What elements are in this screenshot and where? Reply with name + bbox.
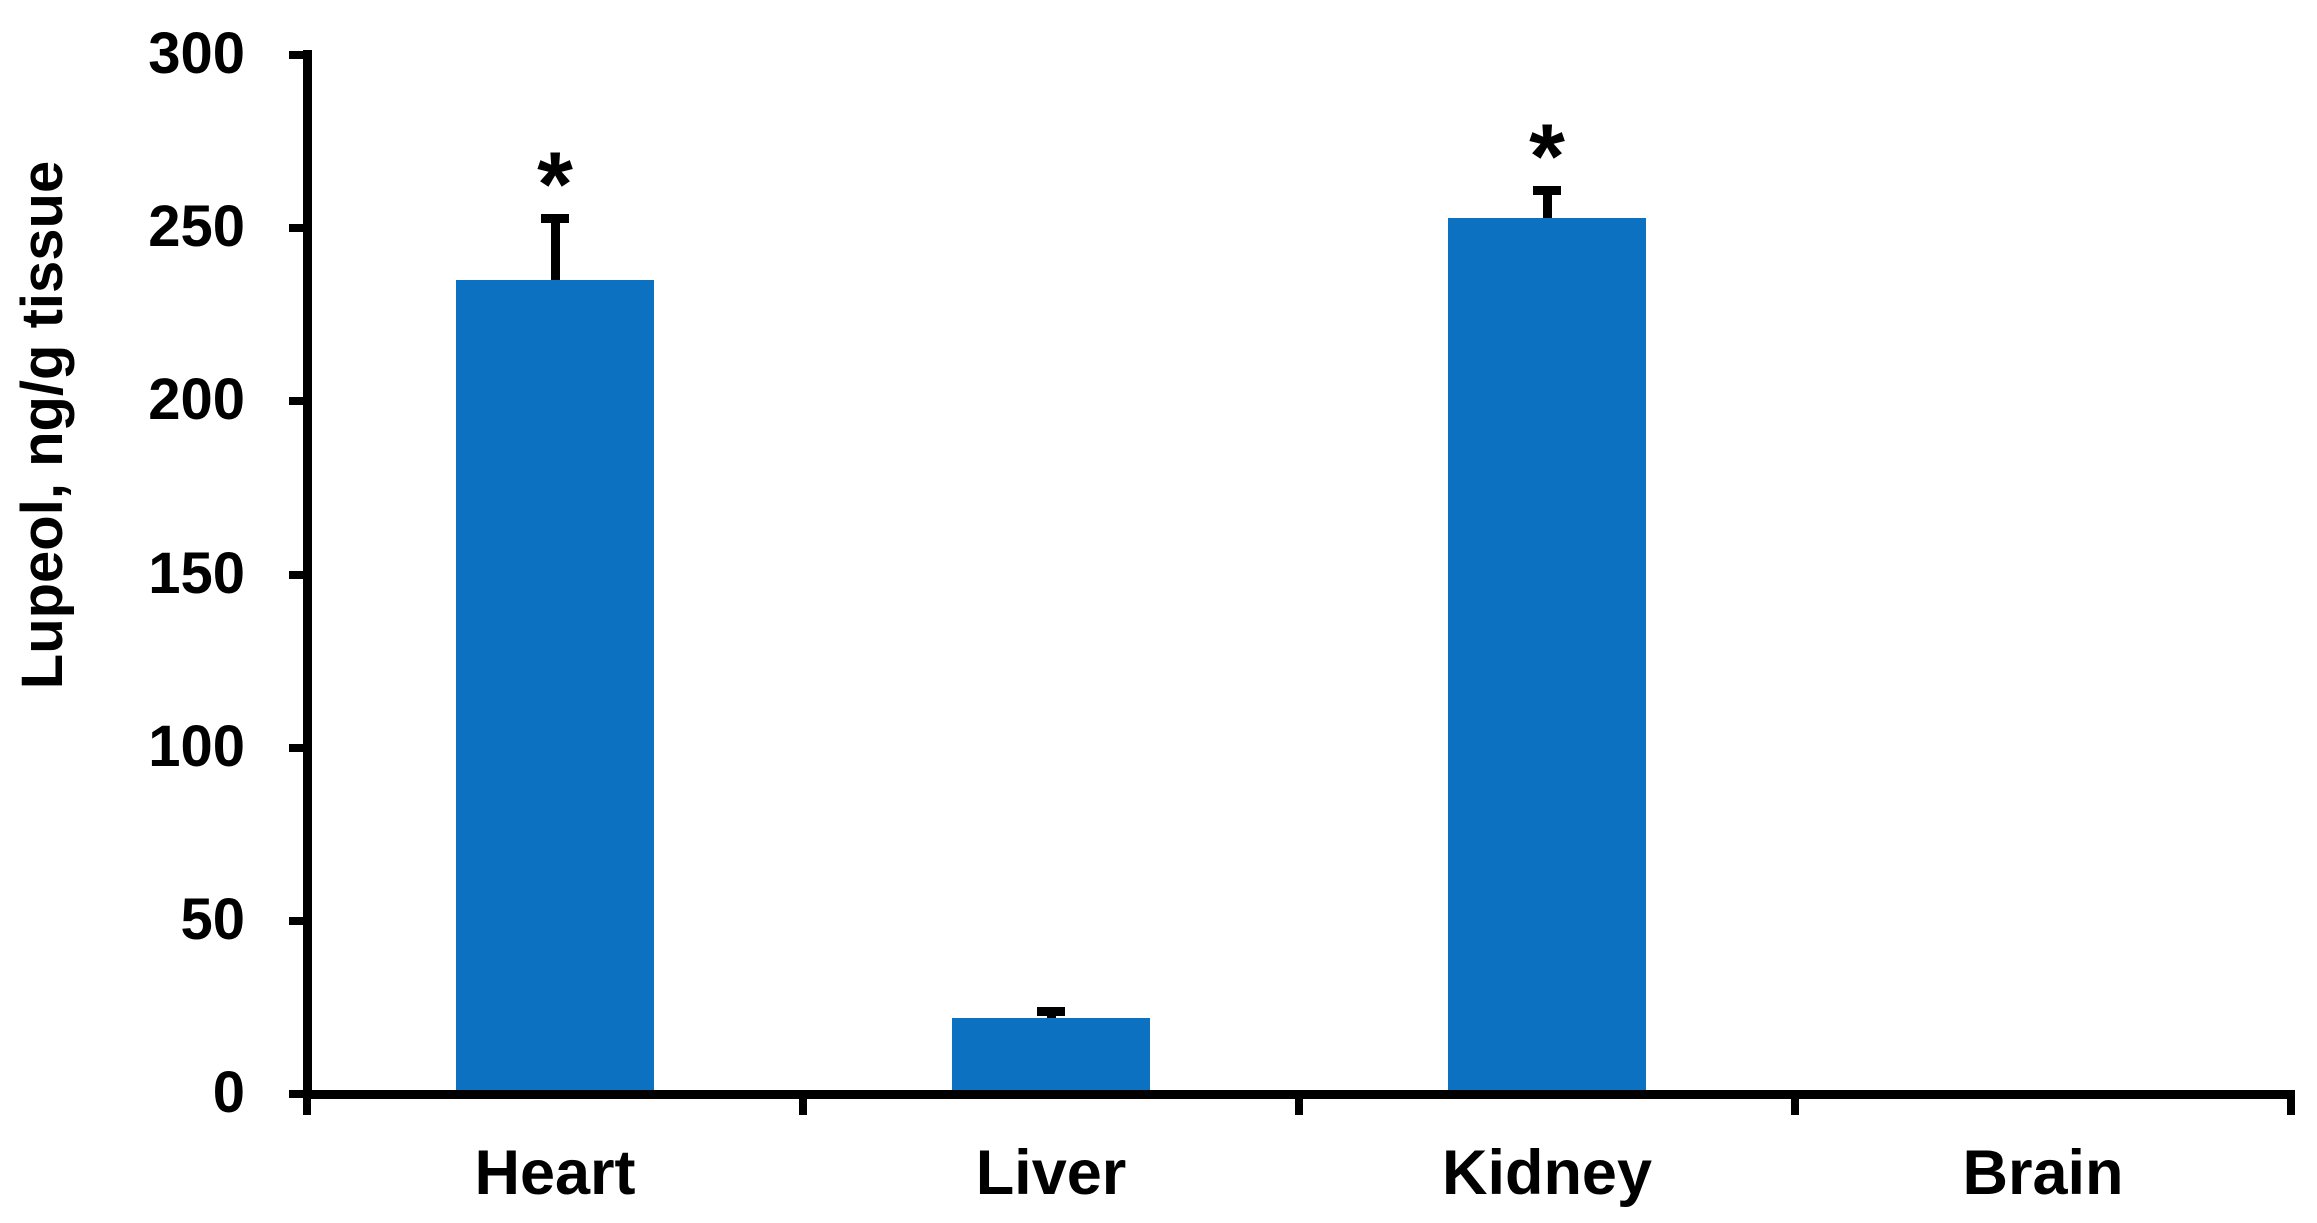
bar-heart (456, 280, 654, 1098)
y-axis-tick (289, 397, 307, 406)
y-axis-line (303, 50, 312, 1099)
error-bar-cap (1533, 186, 1561, 196)
y-tick-label: 50 (180, 886, 245, 952)
x-axis-label-kidney: Kidney (1441, 1138, 1653, 1208)
x-axis-label-brain: Brain (1962, 1138, 2124, 1208)
error-bar-stem (550, 217, 560, 281)
x-axis-label-liver: Liver (975, 1138, 1127, 1208)
significance-asterisk: * (537, 133, 573, 236)
error-bar-cap (541, 213, 569, 223)
y-tick-label: 300 (148, 21, 245, 86)
bar-kidney (1448, 217, 1646, 1098)
y-tick-label: 0 (212, 1060, 245, 1125)
y-tick-label: 100 (148, 713, 245, 779)
y-axis-tick (289, 224, 307, 233)
y-tick-label: 250 (148, 194, 245, 260)
y-axis-tick (289, 1090, 307, 1098)
y-axis-tick (289, 743, 307, 752)
x-axis-tick (303, 1090, 311, 1115)
y-axis-tick (289, 51, 307, 59)
error-bar-cap (1037, 1006, 1065, 1016)
y-axis-tick (289, 916, 307, 925)
significance-asterisk: * (1529, 106, 1565, 209)
x-axis-label-heart: Heart (474, 1138, 636, 1208)
y-tick-label: 150 (148, 540, 245, 606)
y-axis-tick (289, 570, 307, 579)
bar-liver (952, 1017, 1150, 1098)
y-tick-label: 200 (148, 367, 245, 433)
x-axis-tick (1295, 1090, 1303, 1115)
x-axis-tick (2287, 1090, 2295, 1115)
x-axis-tick (1791, 1090, 1799, 1115)
x-axis-tick (799, 1090, 807, 1115)
x-axis-line (303, 1090, 2295, 1099)
error-bar-stem (1542, 190, 1552, 218)
